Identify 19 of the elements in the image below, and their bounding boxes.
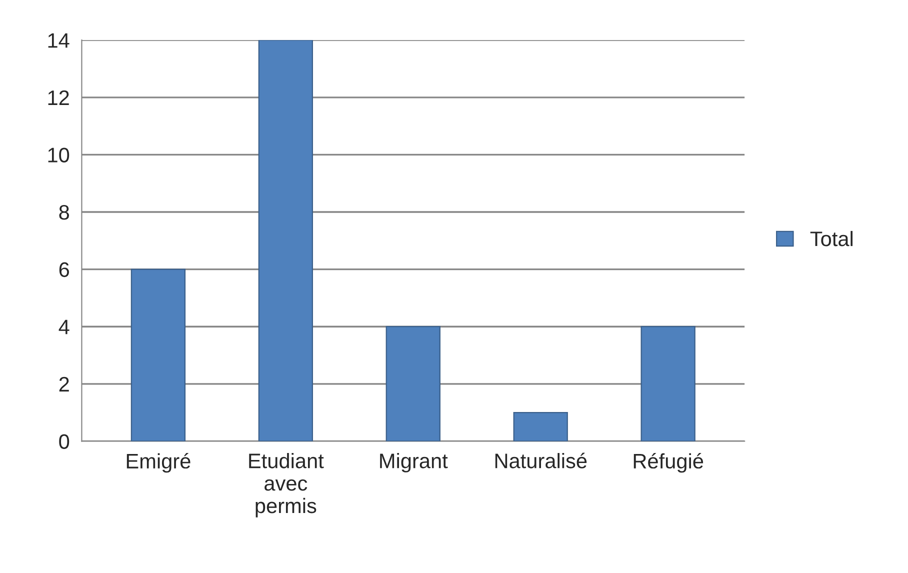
bar: [640, 326, 696, 442]
x-tick-label: Réfugié: [634, 453, 704, 473]
y-tick-label: 8: [59, 205, 70, 220]
x-tick-label: Emigré: [126, 453, 190, 473]
y-tick-label: 6: [59, 262, 69, 278]
x-tick-label: Naturalisé: [495, 452, 587, 468]
legend-label: Total: [810, 230, 853, 246]
y-tick-label: 12: [48, 90, 69, 105]
y-tick-label: 14: [48, 33, 70, 48]
bar: [130, 268, 186, 442]
y-tick-label: 10: [48, 148, 70, 162]
y-tick-label: 0: [59, 434, 70, 449]
y-tick-label: 4: [58, 320, 70, 334]
x-tick-label: Migrant: [380, 453, 448, 472]
y-tick-label: 2: [59, 376, 69, 392]
bar: [258, 40, 313, 442]
x-tick-label: Etudiant avec permis: [249, 453, 324, 518]
bar: [386, 326, 440, 442]
bar: [513, 412, 568, 442]
